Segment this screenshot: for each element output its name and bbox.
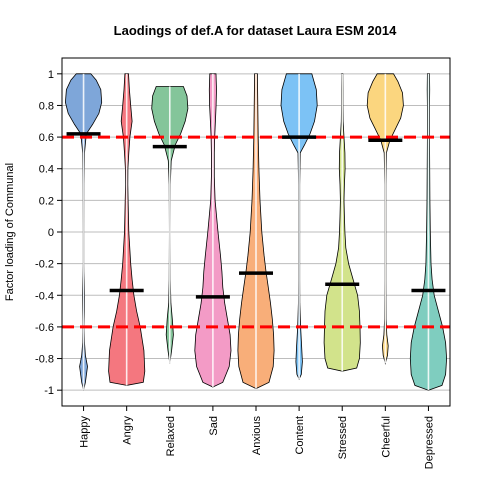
y-tick-label: 0 [48, 227, 54, 239]
y-tick-label: 0.8 [39, 100, 54, 112]
y-tick-label: -1 [44, 385, 54, 397]
y-tick-label: -0.6 [35, 322, 54, 334]
violin-layer [64, 73, 448, 391]
y-tick-label: 0.6 [39, 132, 54, 144]
x-tick-label: Cheerful [380, 416, 392, 458]
x-tick-label: Happy [79, 416, 91, 448]
y-tick-label: -0.8 [35, 354, 54, 366]
reference-line-layer [62, 135, 450, 329]
y-tick-label: -0.2 [35, 259, 54, 271]
y-tick-label: 0.4 [39, 164, 54, 176]
mean-layer [66, 132, 446, 299]
chart-title: Laodings of def.A for dataset Laura ESM … [114, 23, 397, 38]
x-tick-label: Sad [208, 416, 220, 436]
x-tick-label: Stressed [337, 416, 349, 459]
y-axis-label: Factor loading of Communal [4, 163, 16, 301]
y-tick-label: -0.4 [35, 290, 54, 302]
x-tick-label: Content [294, 416, 306, 455]
x-tick-label: Anxious [251, 416, 263, 456]
x-tick-label: Depressed [423, 416, 435, 469]
plot-frame [61, 57, 451, 407]
x-tick-label: Angry [122, 416, 134, 445]
y-tick-label: 0.2 [39, 195, 54, 207]
axis-layer: -1 -0.8 -0.6 -0.4 -0.2 0 0.2 0.4 0.6 0.8 1 Happy Ang… [35, 69, 435, 469]
x-tick-label: Relaxed [165, 416, 177, 456]
y-tick-label: 1 [48, 69, 54, 81]
